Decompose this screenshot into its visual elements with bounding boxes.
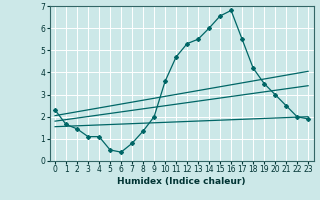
X-axis label: Humidex (Indice chaleur): Humidex (Indice chaleur)	[117, 177, 246, 186]
